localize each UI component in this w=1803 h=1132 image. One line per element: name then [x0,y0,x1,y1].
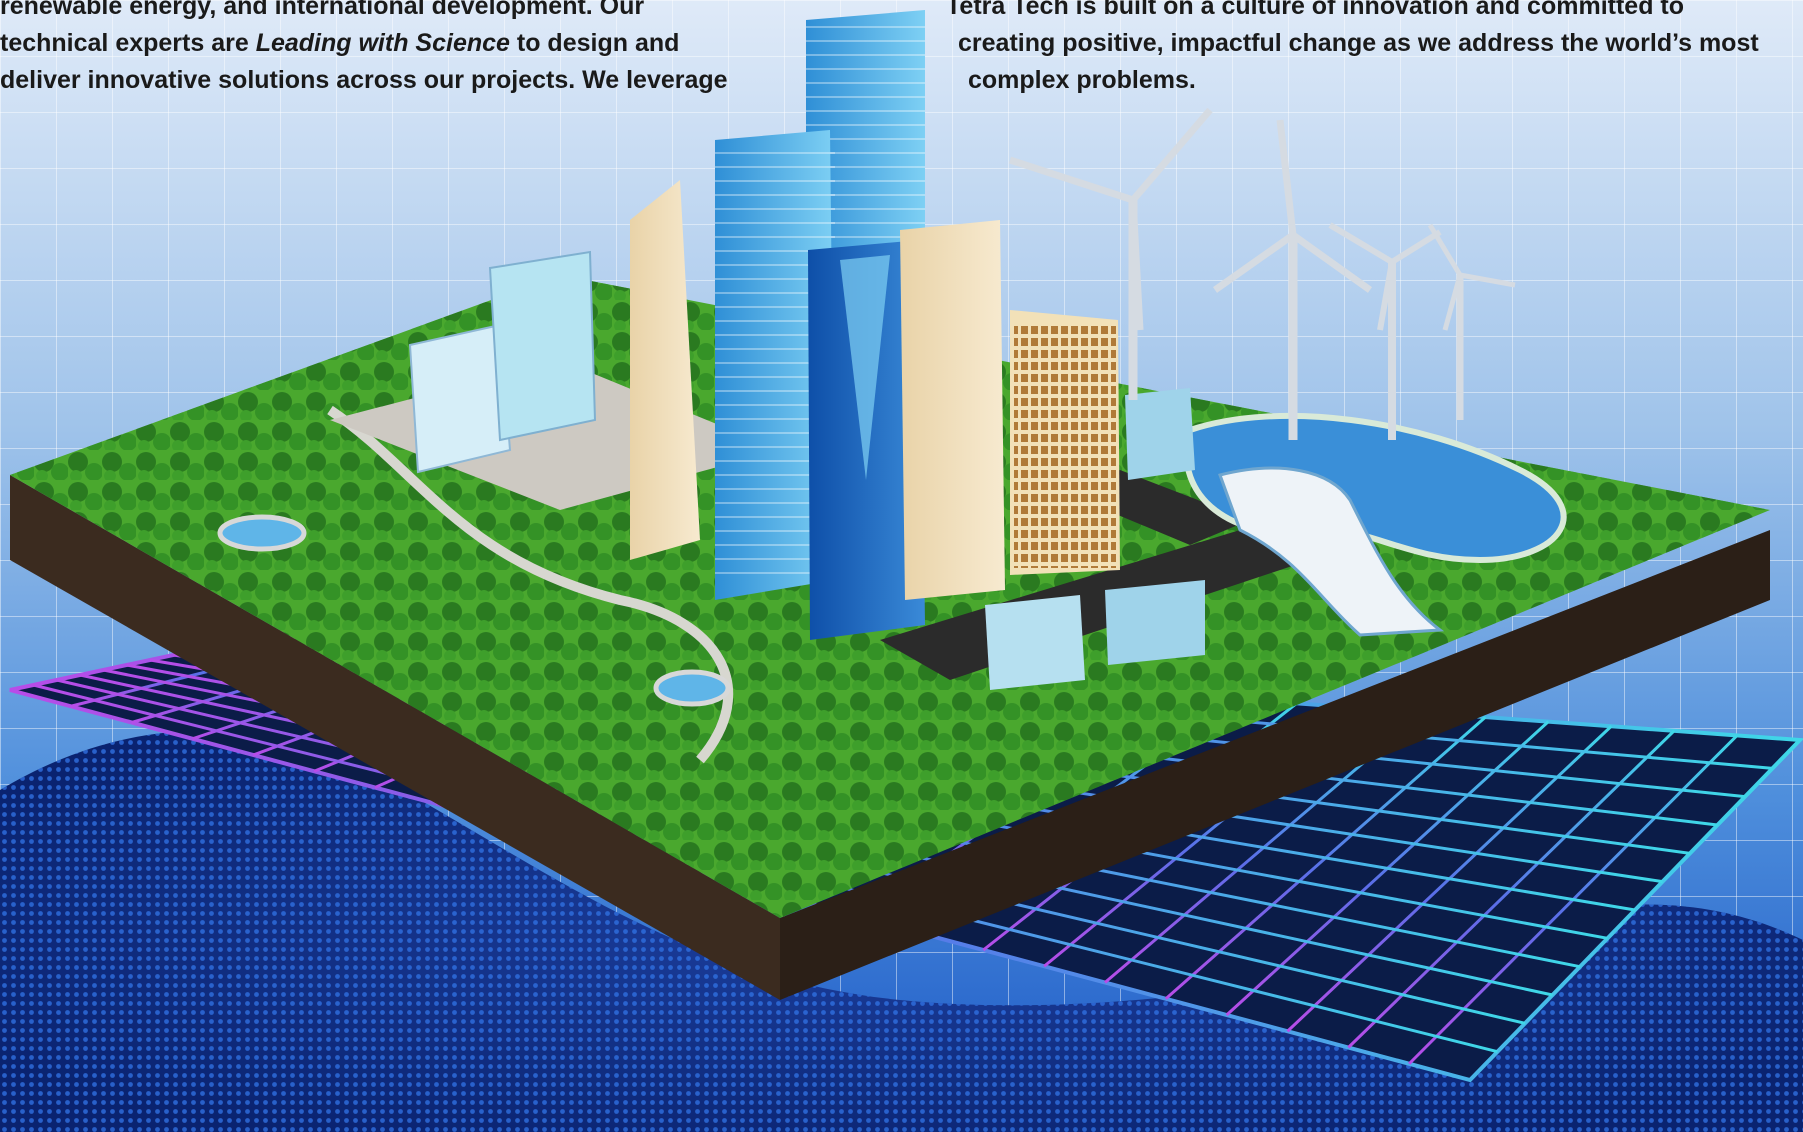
intro-line-1: renewable energy, and international deve… [0,0,645,20]
intro-line-2: technical experts are Leading with Scien… [0,25,760,62]
culture-line-3: complex problems. [968,66,1196,94]
building-small-bottom [985,595,1085,690]
tower-windows-pattern [1014,322,1116,568]
culture-line-2: creating positive, impactful change as w… [958,29,1759,57]
tower-blue-dark-accent [840,255,890,480]
intro-paragraph: renewable energy, and international deve… [0,0,760,99]
fountain-left [217,514,307,552]
culture-paragraph: Tetra Tech is built on a culture of inno… [946,0,1796,99]
leading-with-science-phrase: Leading with Science [255,29,510,57]
building-small-bottom-2 [1105,580,1205,665]
fountain-center [653,669,731,707]
island-soil-right [780,530,1770,1000]
building-white-left-2 [488,250,597,442]
building-round-right [1125,388,1195,480]
tower-beige-left [630,180,700,560]
wind-turbines [1008,107,1516,440]
culture-line-1: Tetra Tech is built on a culture of inno… [946,0,1685,20]
tower-beige-right [900,220,1005,600]
intro-line-2-start: technical experts are [0,29,256,57]
building-white-left [408,323,512,474]
intro-line-2-end: to design and [509,29,680,57]
building-curved [1218,466,1445,637]
island-soil [10,475,780,1000]
intro-line-3: deliver innovative solutions across our … [0,66,728,94]
